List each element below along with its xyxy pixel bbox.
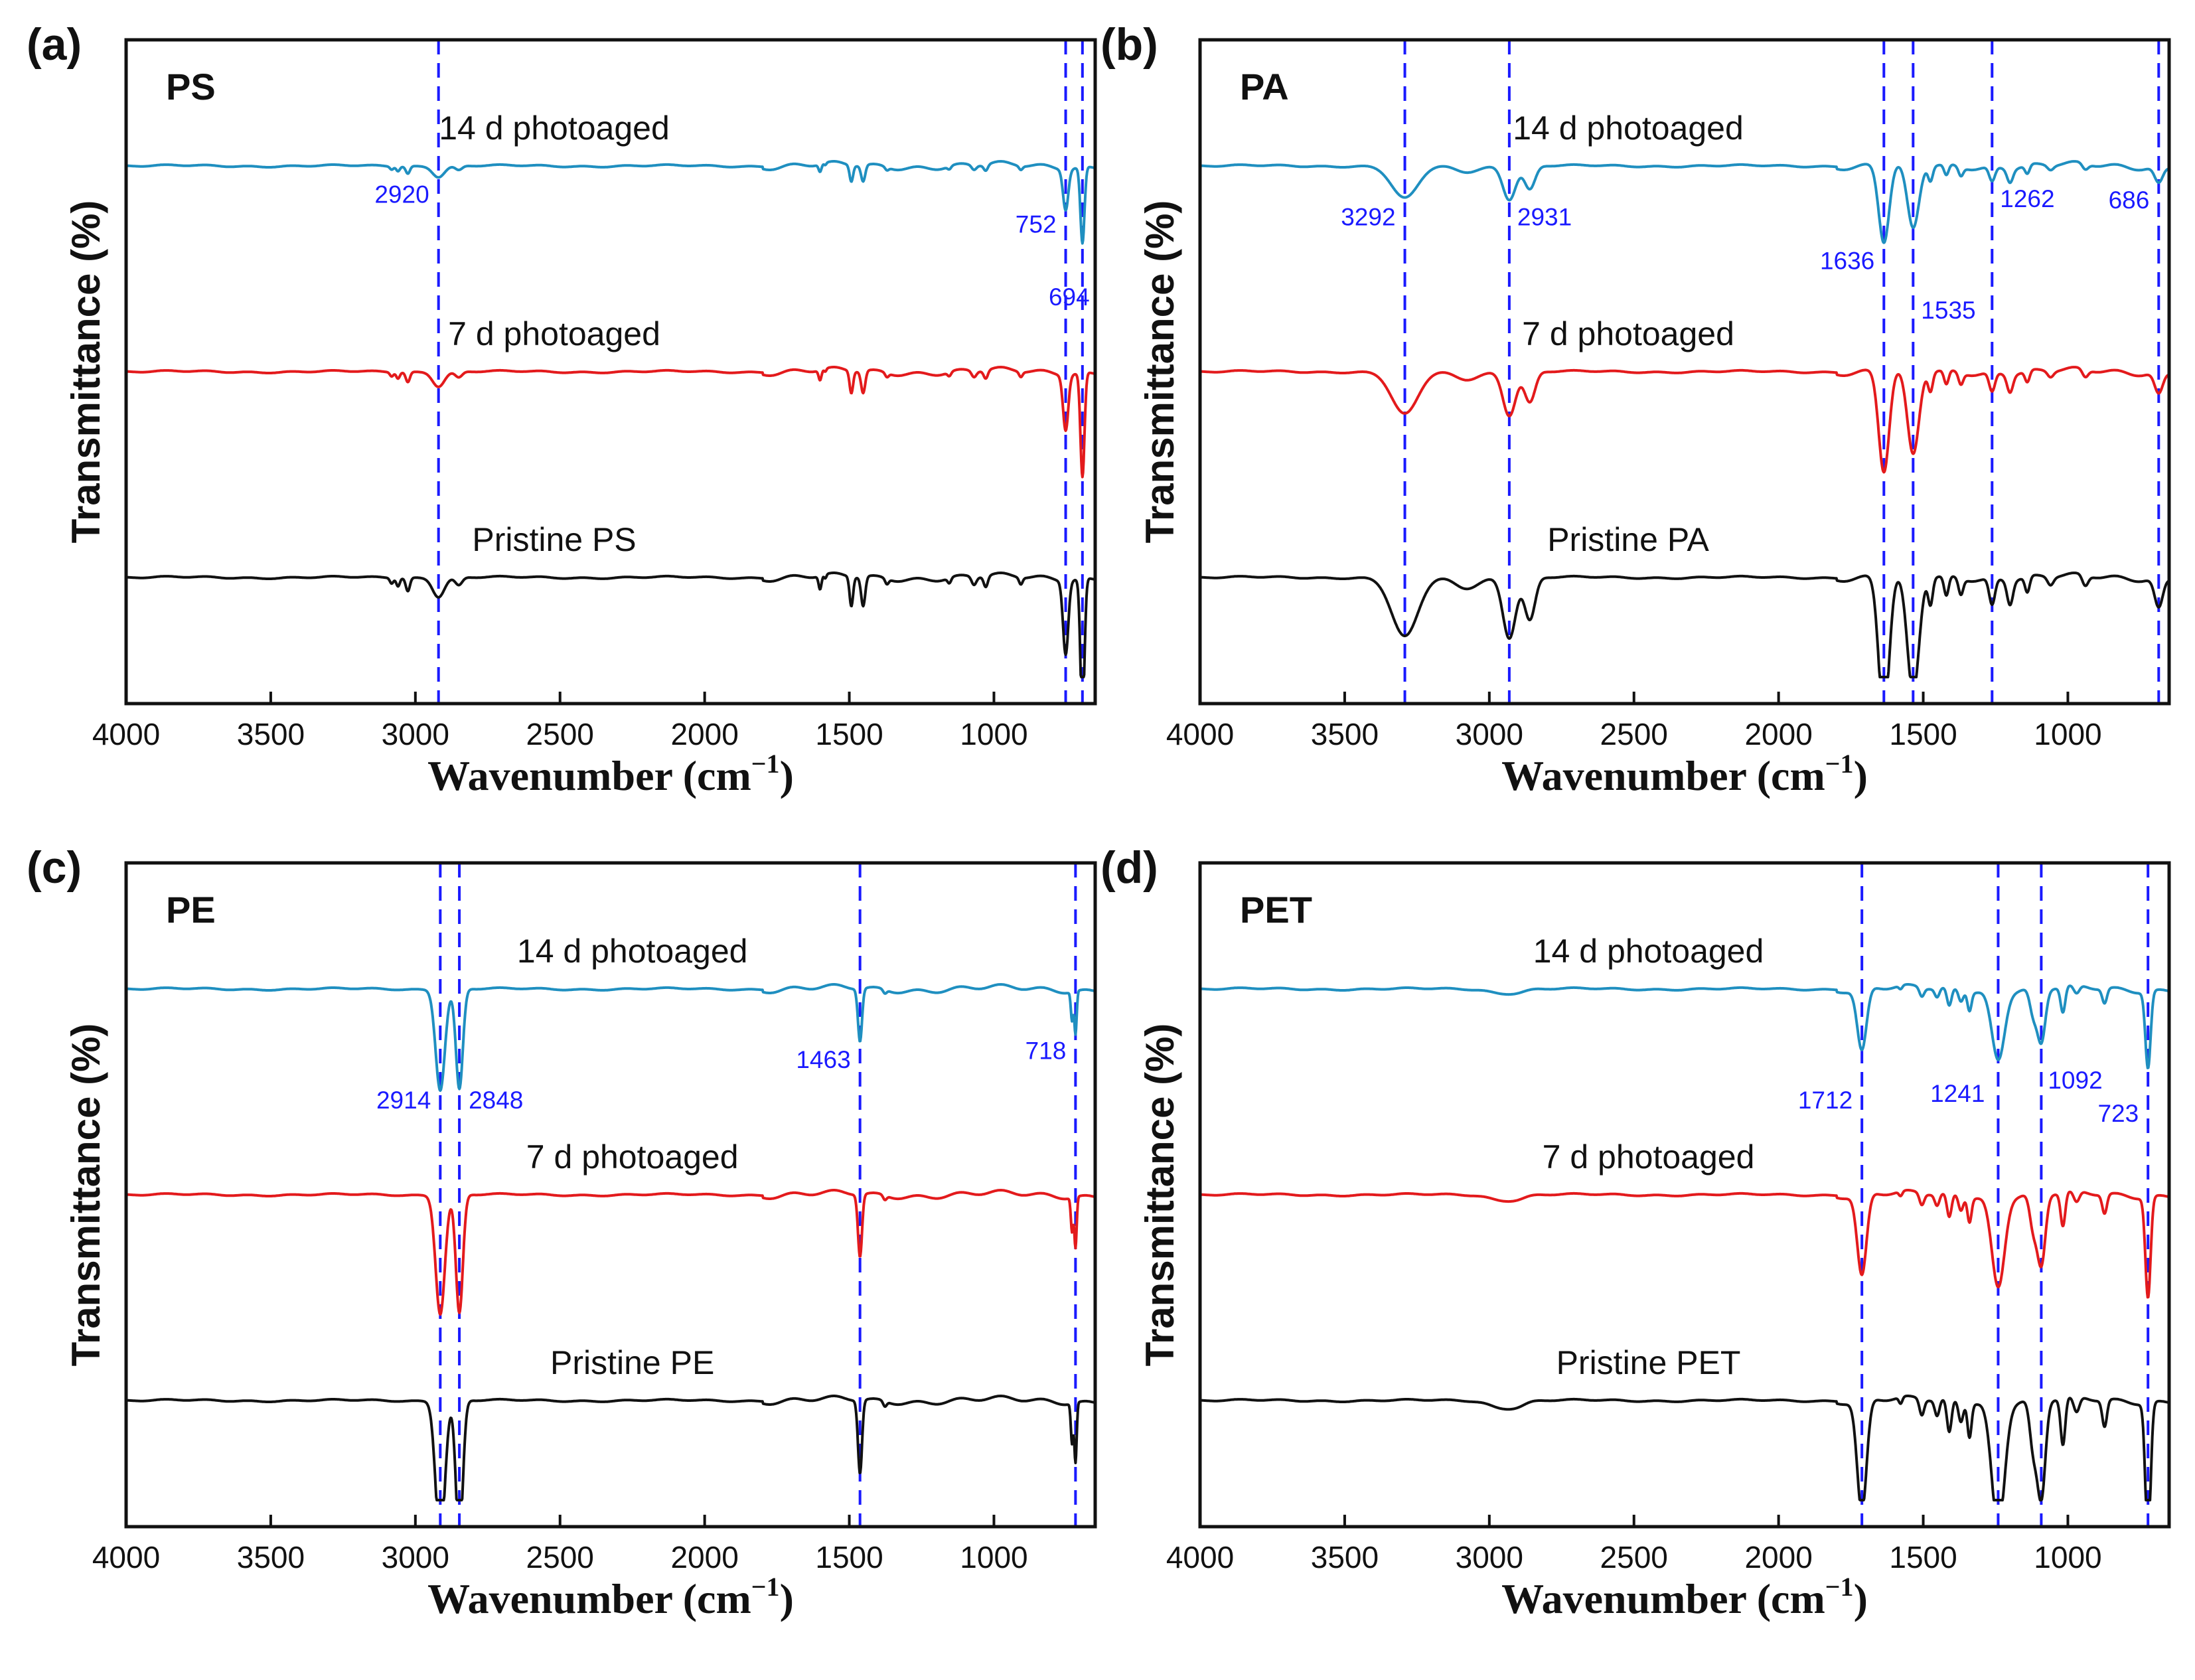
peak-annotation: 686 [2109,187,2150,214]
spectrum-line [1199,366,2170,474]
peak-annotation: 1535 [1921,297,1975,324]
peak-annotation: 723 [2097,1100,2139,1127]
series-label: 14 d photoaged [439,110,670,147]
x-tick-label: 2000 [1744,1540,1812,1574]
x-tick-label: 1500 [815,717,883,751]
peak-annotation: 1636 [1820,248,1874,275]
x-tick-label: 3000 [382,1540,449,1574]
peak-annotation: 1463 [796,1046,850,1073]
series-label: 7 d photoaged [1543,1138,1755,1176]
plot-frame [124,38,1097,706]
panel-d: (d) PET 14 d photoaged 7 d photoaged Pristin… [1100,842,2171,1622]
peak-annotation: 1241 [1930,1080,1985,1107]
plot-frame [1198,38,2171,706]
x-tick-label: 2500 [526,717,594,751]
series-label: 14 d photoaged [1513,110,1744,147]
x-tick-label: 1500 [815,1540,883,1574]
spectrum-line [1199,1189,2170,1299]
peak-annotation: 2914 [376,1087,431,1114]
peak-annotation: 2931 [1517,204,1572,231]
x-axis-label: Wavenumber (cm−1) [1501,749,1868,799]
x-tick-label: 3500 [237,1540,305,1574]
series-label: 7 d photoaged [526,1138,739,1176]
y-axis-label: Transmittance (%) [1138,200,1182,544]
polymer-label: PET [1240,889,1312,931]
plot-frame [1198,861,2171,1529]
x-tick-label: 2500 [1600,1540,1668,1574]
series-label: 7 d photoaged [1522,315,1734,352]
series-label: Pristine PA [1547,521,1709,558]
peak-annotation: 1262 [2000,185,2054,212]
peak-annotation: 694 [1049,283,1090,311]
series-label: Pristine PE [550,1344,714,1381]
x-tick-label: 3000 [1456,1540,1523,1574]
x-tick-label: 3000 [1456,717,1523,751]
series-label: Pristine PS [472,521,636,558]
x-tick-label: 1000 [960,717,1027,751]
panel-letter: (d) [1100,842,1158,893]
x-tick-label: 3500 [237,717,305,751]
panel-letter: (c) [27,842,82,893]
spectrum-line [1199,160,2170,244]
peak-annotation: 2848 [469,1087,523,1114]
x-tick-label: 2500 [526,1540,594,1574]
x-tick-label: 4000 [1166,717,1234,751]
spectrum-line [1199,983,2170,1069]
panel-letter: (a) [27,19,82,70]
peak-annotation: 718 [1025,1037,1067,1064]
peak-annotation: 1092 [2048,1067,2102,1094]
peak-annotation: 2920 [374,181,429,208]
panel-letter: (b) [1100,19,1158,70]
panel-b: (b) PA 14 d photoaged 7 d photoaged Pristine… [1100,19,2171,799]
spectrum-line [125,1395,1097,1501]
spectrum-line [1199,572,2170,678]
x-axis-label: Wavenumber (cm−1) [427,749,794,799]
x-tick-label: 2000 [1744,717,1812,751]
peak-annotation: 1712 [1798,1087,1853,1114]
spectrum-line [125,160,1097,245]
x-tick-label: 1500 [1889,1540,1957,1574]
panel-c: (c) PE 14 d photoaged 7 d photoaged Pristine… [27,842,1097,1622]
x-axis-label: Wavenumber (cm−1) [427,1572,794,1622]
spectrum-line [125,983,1097,1092]
spectrum-line [125,366,1097,479]
x-tick-label: 2000 [670,717,738,751]
polymer-label: PA [1240,66,1289,108]
x-tick-label: 3000 [382,717,449,751]
plot-frame [124,861,1097,1529]
spectrum-line [125,572,1097,678]
polymer-label: PS [166,66,216,108]
x-tick-label: 4000 [92,1540,160,1574]
x-tick-label: 2500 [1600,717,1668,751]
y-axis-label: Transmittance (%) [64,200,108,544]
y-axis-label: Transmittance (%) [64,1024,108,1367]
x-tick-label: 4000 [1166,1540,1234,1574]
x-tick-label: 2000 [670,1540,738,1574]
x-tick-label: 3500 [1311,717,1379,751]
spectrum-line [1199,1395,2170,1501]
series-label: 14 d photoaged [1533,933,1764,970]
y-axis-label: Transmittance (%) [1138,1024,1182,1367]
x-tick-label: 1000 [960,1540,1027,1574]
series-label: 7 d photoaged [448,315,660,352]
polymer-label: PE [166,889,216,931]
x-tick-label: 1500 [1889,717,1957,751]
x-tick-label: 3500 [1311,1540,1379,1574]
peak-annotation: 3292 [1341,204,1395,231]
x-tick-label: 1000 [2034,1540,2101,1574]
spectrum-line [125,1189,1097,1316]
x-tick-label: 4000 [92,717,160,751]
series-label: Pristine PET [1556,1344,1741,1381]
series-label: 14 d photoaged [517,933,748,970]
x-axis-label: Wavenumber (cm−1) [1501,1572,1868,1622]
panel-a: (a) PS 14 d photoaged 7 d photoaged Pristine… [27,19,1097,799]
peak-annotation: 752 [1016,211,1057,238]
x-tick-label: 1000 [2034,717,2101,751]
